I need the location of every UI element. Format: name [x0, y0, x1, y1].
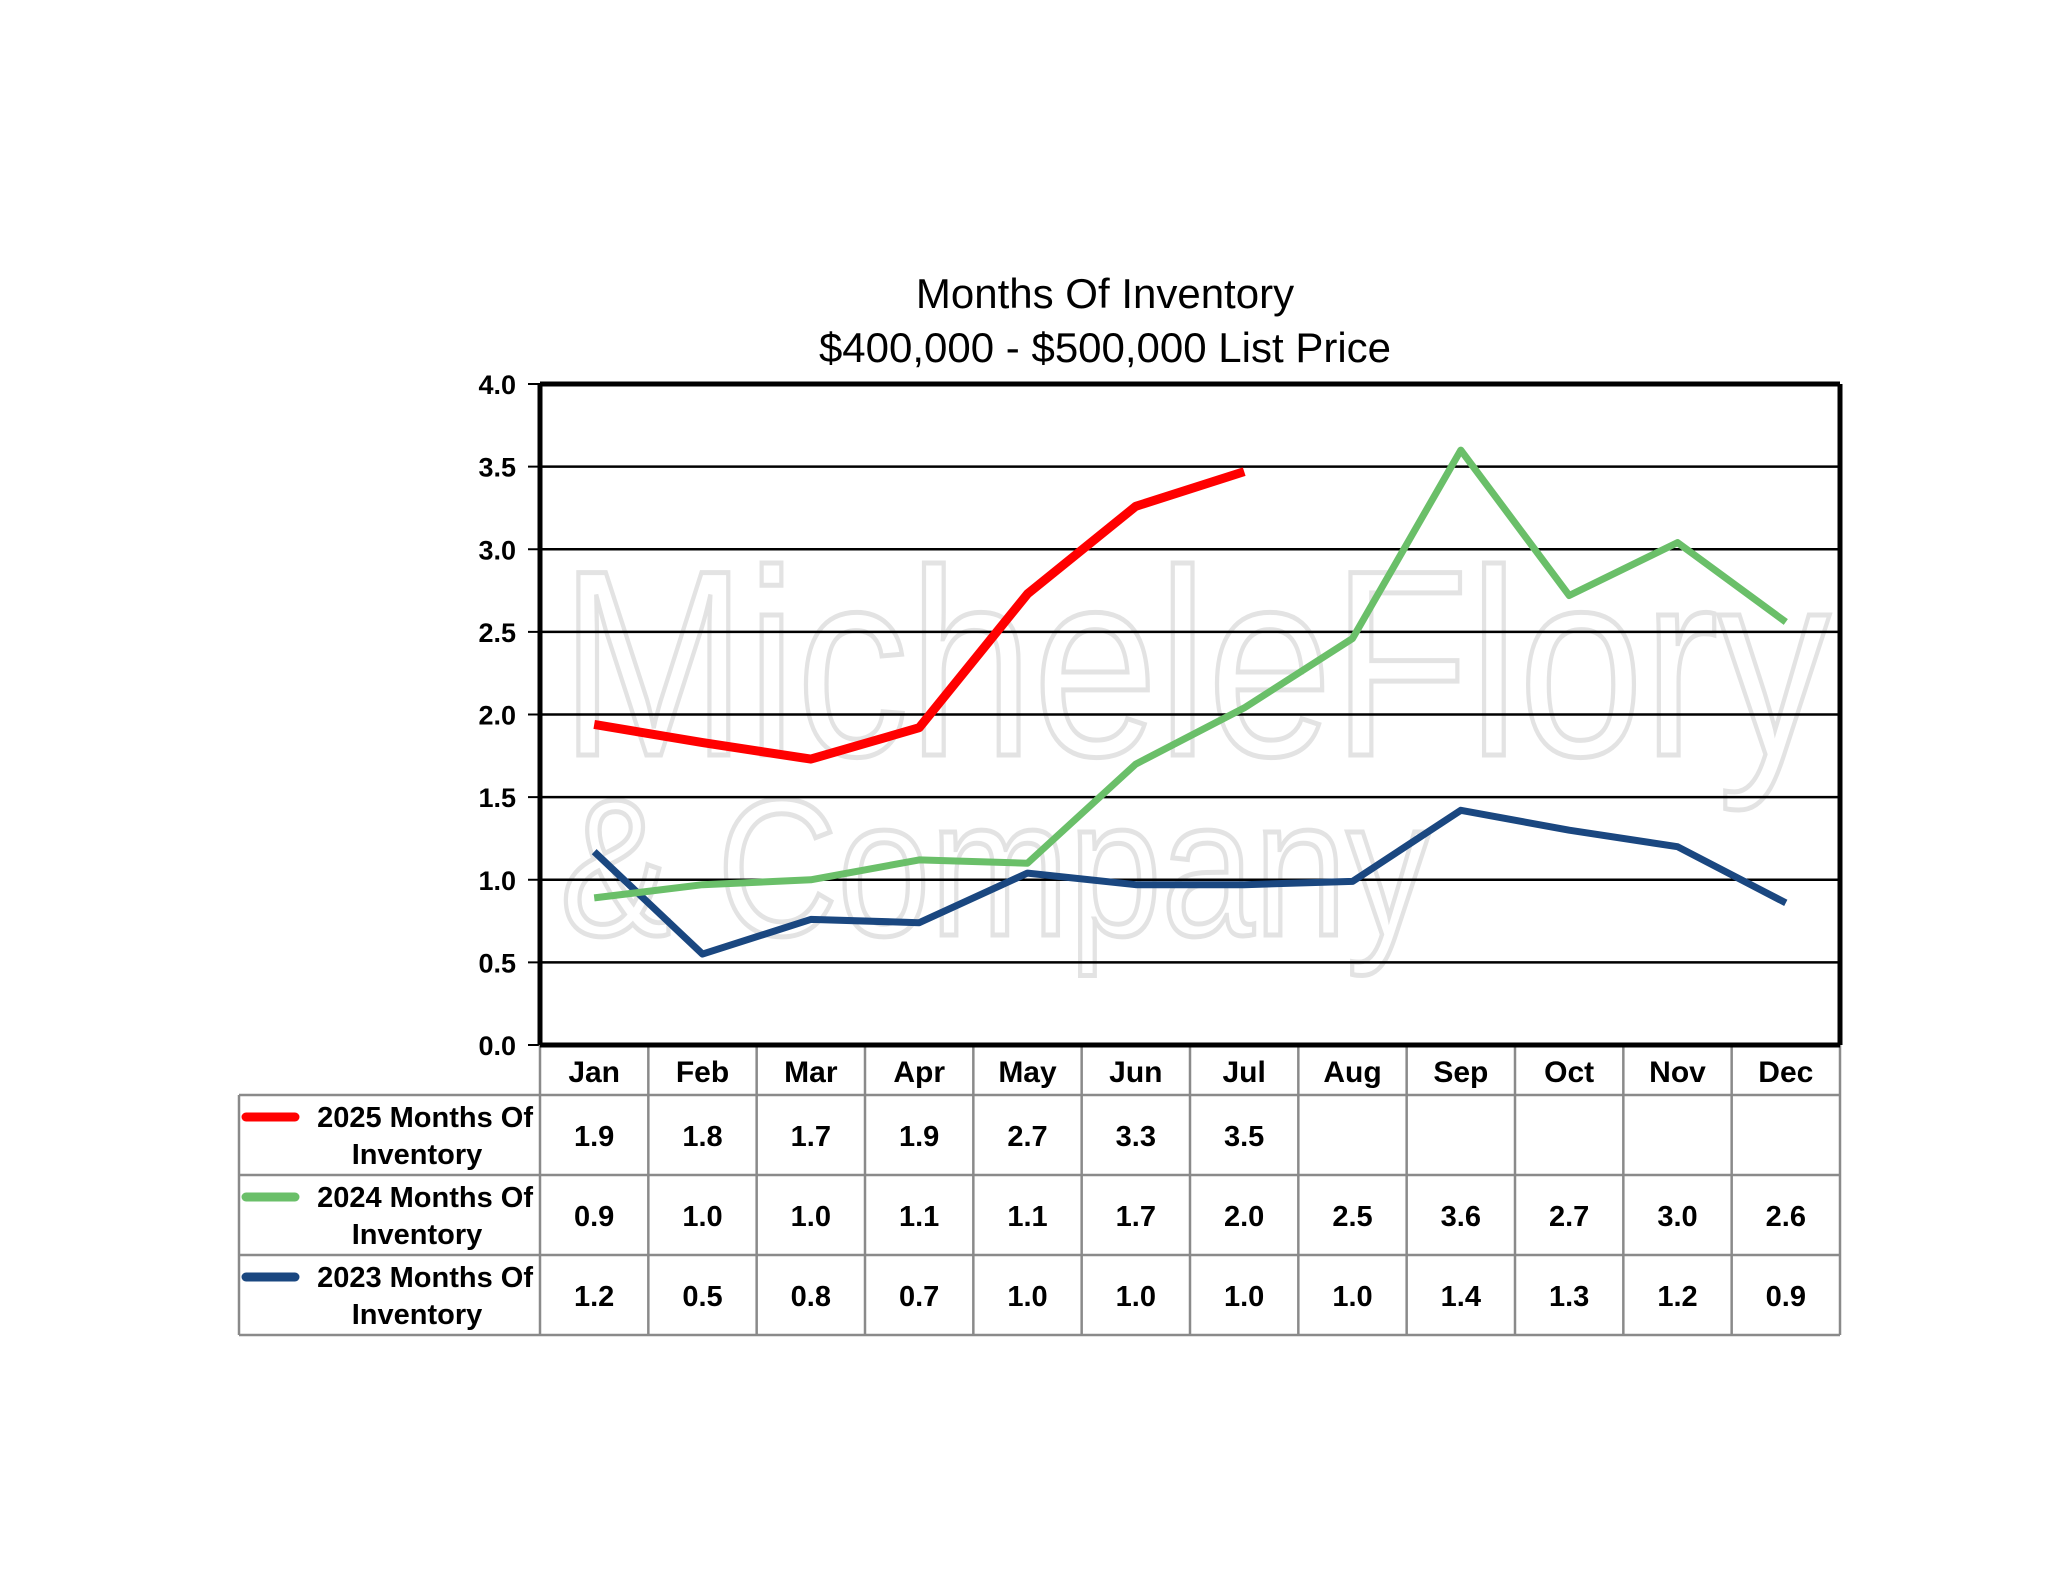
y-tick-label: 4.0: [478, 370, 516, 400]
y-tick-label: 3.0: [478, 535, 516, 565]
x-tick-label: Jan: [568, 1056, 620, 1089]
table-cell: 1.9: [574, 1121, 614, 1153]
gridlines: [540, 465, 1840, 964]
table-cell: 3.5: [1224, 1121, 1264, 1153]
table-cell: 1.0: [682, 1201, 722, 1233]
series-line: [593, 446, 1788, 902]
table-cell: 0.5: [682, 1281, 722, 1313]
table-cell: 1.4: [1441, 1281, 1481, 1313]
legend-label: Inventory: [352, 1139, 483, 1171]
x-tick-label: Jul: [1222, 1056, 1265, 1089]
table-cell: 1.2: [574, 1281, 614, 1313]
legend-label: 2024 Months Of: [317, 1182, 533, 1214]
table-cell: 2.6: [1766, 1201, 1806, 1233]
table-cell: 1.1: [899, 1201, 939, 1233]
x-tick-label: Dec: [1758, 1056, 1813, 1089]
legend-label: Inventory: [352, 1299, 483, 1331]
x-tick-label: Aug: [1323, 1056, 1381, 1089]
watermark-line-2: & Company: [560, 759, 1430, 977]
y-tick-label: 0.5: [478, 948, 516, 978]
chart-title: Months Of Inventory: [916, 270, 1294, 317]
table-cell: 1.2: [1657, 1281, 1697, 1313]
table-cell: 1.8: [682, 1121, 722, 1153]
table-cell: 3.0: [1657, 1201, 1697, 1233]
table-cell: 2.7: [1007, 1121, 1047, 1153]
y-tick-label: 2.0: [478, 701, 516, 731]
x-tick-label: Apr: [893, 1056, 945, 1089]
legend-label: 2023 Months Of: [317, 1262, 533, 1294]
data-table: Jan Feb Mar Apr May Jun Jul Aug Sep Oct Nov Dec 2025…: [237, 1045, 1842, 1337]
table-cell: 1.3: [1549, 1281, 1589, 1313]
table-cell: 0.7: [899, 1281, 939, 1313]
table-cell: 3.6: [1441, 1201, 1481, 1233]
table-cell: 0.9: [1766, 1281, 1806, 1313]
table-cell: 1.0: [1116, 1281, 1156, 1313]
table-cell: 0.8: [791, 1281, 831, 1313]
y-axis: 0.0 0.5 1.0 1.5 2.0 2.5 3.0 3.5 4.0: [478, 370, 540, 1061]
table-cell: 1.7: [791, 1121, 831, 1153]
table-cell: 1.0: [1007, 1281, 1047, 1313]
y-tick-label: 1.0: [478, 866, 516, 896]
table-cell: 3.3: [1116, 1121, 1156, 1153]
series-line: [591, 806, 1788, 958]
x-tick-label: Feb: [676, 1056, 729, 1089]
watermark: MicheleFlory & Company: [558, 514, 1833, 980]
series-line: [593, 467, 1246, 764]
table-cell: 0.9: [574, 1201, 614, 1233]
x-tick-label: May: [998, 1056, 1057, 1089]
watermark-line-1: MicheleFlory: [560, 516, 1830, 813]
plot-frame: [537, 381, 1843, 1048]
table-cell: 1.0: [1224, 1281, 1264, 1313]
table-cell: 1.0: [791, 1201, 831, 1233]
x-tick-label: Jun: [1109, 1056, 1162, 1089]
legend-label: 2025 Months Of: [317, 1102, 533, 1134]
legend-label: Inventory: [352, 1219, 483, 1251]
table-cell: 2.0: [1224, 1201, 1264, 1233]
table-cell: 1.0: [1332, 1281, 1372, 1313]
y-tick-label: 3.5: [478, 453, 516, 483]
y-tick-label: 0.0: [478, 1031, 516, 1061]
series-lines: [591, 446, 1788, 958]
x-tick-label: Sep: [1433, 1056, 1488, 1089]
chart-subtitle: $400,000 - $500,000 List Price: [819, 324, 1391, 371]
y-tick-label: 2.5: [478, 618, 516, 648]
table-cell: 1.9: [899, 1121, 939, 1153]
x-tick-label: Mar: [784, 1056, 838, 1089]
x-tick-label: Nov: [1649, 1056, 1706, 1089]
y-tick-label: 1.5: [478, 783, 516, 813]
table-cell: 1.1: [1007, 1201, 1047, 1233]
table-cell: 1.7: [1116, 1201, 1156, 1233]
table-cell: 2.7: [1549, 1201, 1589, 1233]
x-tick-label: Oct: [1544, 1056, 1594, 1089]
table-cell: 2.5: [1332, 1201, 1372, 1233]
